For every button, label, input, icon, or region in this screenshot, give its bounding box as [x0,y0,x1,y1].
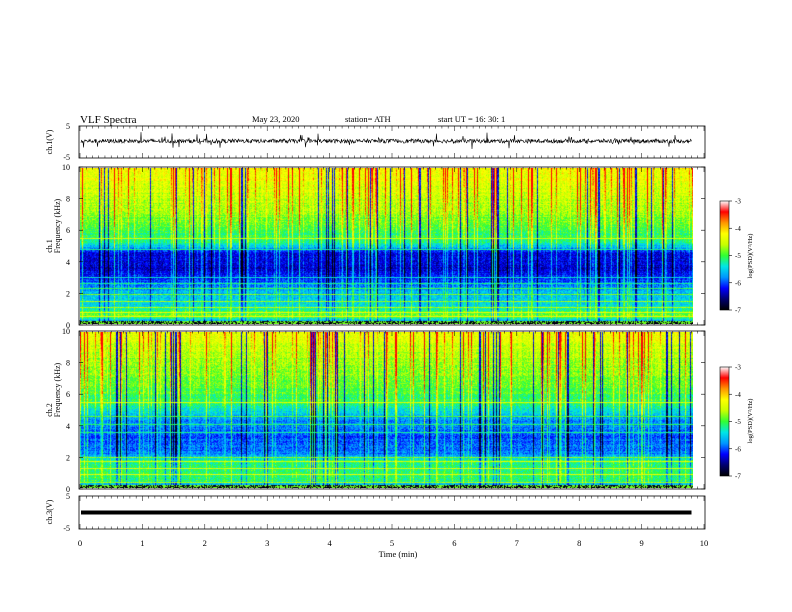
x-axis-label: Time (min) [379,549,418,559]
ch2-colorbar [719,366,730,477]
ch1-waveform-trace [80,132,692,150]
ch1-spectrogram-image [80,168,693,324]
ch2-spectrogram-image [80,332,693,488]
spectrogram-ytick-label: 4 [66,258,70,267]
station-label: station= ATH [345,114,391,124]
x-axis-tick-label: 8 [577,538,581,548]
figure-title: VLF Spectra [80,114,137,126]
ch3-waveform-panel: ch.3(V) 5 -5 [45,492,706,533]
colorbar-tick-label: -3 [735,198,741,206]
ch1-ytick-bottom: -5 [63,153,70,162]
colorbar-tick-label: -5 [735,418,741,426]
ch3-ytick-bottom: -5 [63,524,70,533]
colorbar-tick-label: -6 [735,445,741,453]
spectrogram-ytick-label: 6 [66,226,70,235]
spectrogram-ytick-label: 8 [66,195,70,204]
spectrogram-ytick-label: 0 [66,321,70,330]
ch1-colorbar [719,200,730,311]
date-label: May 23, 2020 [252,114,299,124]
x-axis-tick-label: 6 [452,538,456,548]
ch1-ytick-top: 5 [66,122,70,131]
colorbar-tick-label: -7 [735,473,741,481]
ch1-spec-ylabel-frequency: Frequency (kHz) [53,198,62,253]
x-axis-ticks: 0 1 2 3 4 5 6 7 8 9 10 [78,126,708,548]
ch2-spectrogram-yticks: 0 2 4 6 8 10 [62,327,705,494]
x-axis-tick-label: 10 [700,538,709,548]
spectrogram-ytick-label: 6 [66,390,70,399]
x-axis-tick-label: 4 [327,538,332,548]
colorbar-tick-label: -7 [735,307,741,315]
ch2-spec-ylabel-channel: ch.2 [45,403,54,417]
ch3-ylabel: ch.3(V) [45,499,54,524]
ch1-waveform-panel: ch.1(V) 5 -5 [45,122,706,162]
colorbar-tick-label: -4 [735,391,741,399]
spectrogram-ytick-label: 0 [66,485,70,494]
colorbar-tick-label: -6 [735,279,741,287]
ch1-colorbar-ticks: -3 -4 -5 -6 -7 [729,198,741,315]
spectrogram-ytick-label: 4 [66,422,70,431]
ch1-spectrogram-yticks: 0 2 4 6 8 10 [62,163,705,330]
x-axis-tick-label: 3 [265,538,269,548]
x-axis-tick-label: 7 [515,538,519,548]
spectrogram-ytick-label: 2 [66,453,70,462]
ch1-ylabel: ch.1(V) [45,129,54,154]
colorbar-tick-label: -3 [735,364,741,372]
start-time-label: start UT = 16: 30: 1 [438,114,505,124]
ch1-spec-ylabel-channel: ch.1 [45,239,54,253]
spectrogram-ytick-label: 2 [66,289,70,298]
ch2-colorbar-label: log(PSD)(V²/Hz) [747,399,754,444]
spectrogram-ytick-label: 10 [62,163,70,172]
spectrogram-ytick-label: 10 [62,327,70,336]
ch1-colorbar-label: log(PSD)(V²/Hz) [747,234,754,279]
x-axis-tick-label: 9 [639,538,643,548]
colorbar-tick-label: -5 [735,252,741,260]
x-axis-tick-label: 1 [140,538,144,548]
x-axis-tick-label: 0 [78,538,82,548]
colorbar-tick-label: -4 [735,225,741,233]
x-axis-tick-label: 5 [390,538,394,548]
ch3-ytick-top: 5 [66,492,70,501]
ch2-spec-ylabel-frequency: Frequency (kHz) [53,362,62,417]
ch2-colorbar-ticks: -3 -4 -5 -6 -7 [729,364,741,481]
x-axis-tick-label: 2 [203,538,207,548]
spectrogram-ytick-label: 8 [66,359,70,368]
